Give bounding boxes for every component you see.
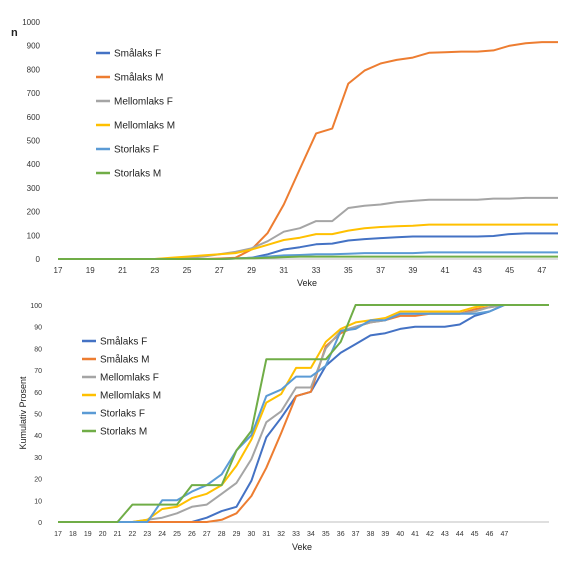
x-tick-label: 40 (396, 531, 404, 538)
y-axis-label-n: n (11, 27, 18, 39)
x-tick-label: 37 (352, 531, 360, 538)
series-line-6 (58, 304, 549, 523)
x-tick-label: 31 (262, 531, 270, 538)
x-tick-label: 26 (188, 531, 196, 538)
x-tick-label: 25 (173, 531, 181, 538)
x-tick-label: 39 (381, 531, 389, 538)
x-tick-label: 22 (128, 531, 136, 538)
x-tick-label: 42 (426, 531, 434, 538)
legend-label: Mellomlaks F (114, 97, 173, 108)
x-tick-label: 35 (322, 531, 330, 538)
legend-label: Smålaks F (114, 48, 161, 60)
x-tick-label: 23 (143, 531, 151, 538)
x-tick-label: 44 (456, 531, 464, 538)
x-tick-label: 33 (312, 266, 321, 275)
y-tick-label: 500 (27, 137, 41, 146)
y-tick-label: 30 (34, 455, 42, 462)
x-tick-label: 45 (505, 266, 514, 275)
x-tick-label: 33 (292, 531, 300, 538)
y-axis-label-kumulativ: Kumulativ Prosent (18, 376, 28, 450)
y-tick-label: 0 (38, 520, 42, 527)
x-tick-label: 29 (247, 266, 256, 275)
x-tick-label: 24 (158, 531, 166, 538)
legend-label: Storlaks M (114, 169, 161, 180)
x-tick-label: 20 (99, 531, 107, 538)
y-tick-label: 800 (27, 65, 41, 74)
x-tick-label: 39 (408, 266, 417, 275)
x-tick-label: 30 (248, 531, 256, 538)
x-axis-label-veke: Veke (297, 278, 317, 288)
y-tick-label: 20 (34, 477, 42, 484)
legend-label: Storlaks F (100, 409, 145, 420)
x-tick-label: 19 (86, 266, 95, 275)
legend-label: Smålaks F (100, 336, 147, 348)
chart-cumulative-percent: Kumulativ Prosent Veke 0 10 20 30 40 50 60 70 80… (18, 303, 549, 552)
series-line-6 (58, 255, 558, 260)
x-tick-label: 47 (537, 266, 546, 275)
x-tick-label: 17 (54, 266, 63, 275)
x-tick-label: 17 (54, 531, 62, 538)
legend-label: Storlaks F (114, 145, 159, 156)
y-tick-label: 400 (27, 160, 41, 169)
legend-label: Mellomlaks F (100, 373, 159, 384)
legend-label: Smålaks M (114, 72, 163, 84)
x-tick-label: 43 (441, 531, 449, 538)
y-tick-label: 600 (27, 113, 41, 122)
y-tick-label: 80 (34, 346, 42, 353)
chart-weekly-count: n Veke 0 100 200 300 400 500 600 700 800 900 1000 1… (11, 18, 558, 288)
y-tick-label: 70 (34, 368, 42, 375)
x-tick-label: 43 (473, 266, 482, 275)
series-line-5 (58, 304, 549, 523)
y-tick-label: 900 (27, 42, 41, 51)
x-tick-label: 31 (279, 266, 288, 275)
x-tick-label: 27 (203, 531, 211, 538)
legend-label: Mellomlaks M (114, 121, 175, 132)
y-tick-label: 90 (34, 325, 42, 332)
x-tick-label: 18 (69, 531, 77, 538)
x-tick-label: 34 (307, 531, 315, 538)
x-tick-label: 38 (367, 531, 375, 538)
x-tick-label: 27 (215, 266, 224, 275)
y-tick-label: 100 (27, 231, 41, 240)
x-tick-label: 36 (337, 531, 345, 538)
y-tick-label: 60 (34, 390, 42, 397)
x-axis-label-veke: Veke (292, 542, 312, 552)
y-tick-label: 10 (34, 498, 42, 505)
legend-label: Mellomlaks M (100, 391, 161, 402)
y-tick-label: 300 (27, 184, 41, 193)
x-tick-label: 37 (376, 266, 385, 275)
x-tick-label: 32 (277, 531, 285, 538)
legend-label: Storlaks M (100, 427, 147, 438)
y-tick-label: 0 (36, 255, 41, 264)
x-tick-label: 47 (500, 531, 508, 538)
x-tick-label: 35 (344, 266, 353, 275)
x-tick-label: 28 (218, 531, 226, 538)
x-tick-label: 46 (486, 531, 494, 538)
x-tick-label: 21 (114, 531, 122, 538)
x-tick-label: 23 (150, 266, 159, 275)
y-tick-label: 200 (27, 208, 41, 217)
y-tick-label: 700 (27, 89, 41, 98)
x-tick-label: 25 (183, 266, 192, 275)
series-line-3 (58, 196, 558, 260)
series-line-4 (58, 304, 549, 523)
x-tick-label: 45 (471, 531, 479, 538)
x-tick-label: 21 (118, 266, 127, 275)
x-tick-label: 41 (411, 531, 419, 538)
x-tick-label: 41 (441, 266, 450, 275)
x-tick-label: 19 (84, 531, 92, 538)
legend-label: Smålaks M (100, 354, 149, 366)
x-tick-label: 29 (233, 531, 241, 538)
y-tick-label: 40 (34, 433, 42, 440)
y-tick-label: 100 (30, 303, 42, 310)
y-tick-label: 1000 (22, 18, 40, 27)
y-tick-label: 50 (34, 412, 42, 419)
